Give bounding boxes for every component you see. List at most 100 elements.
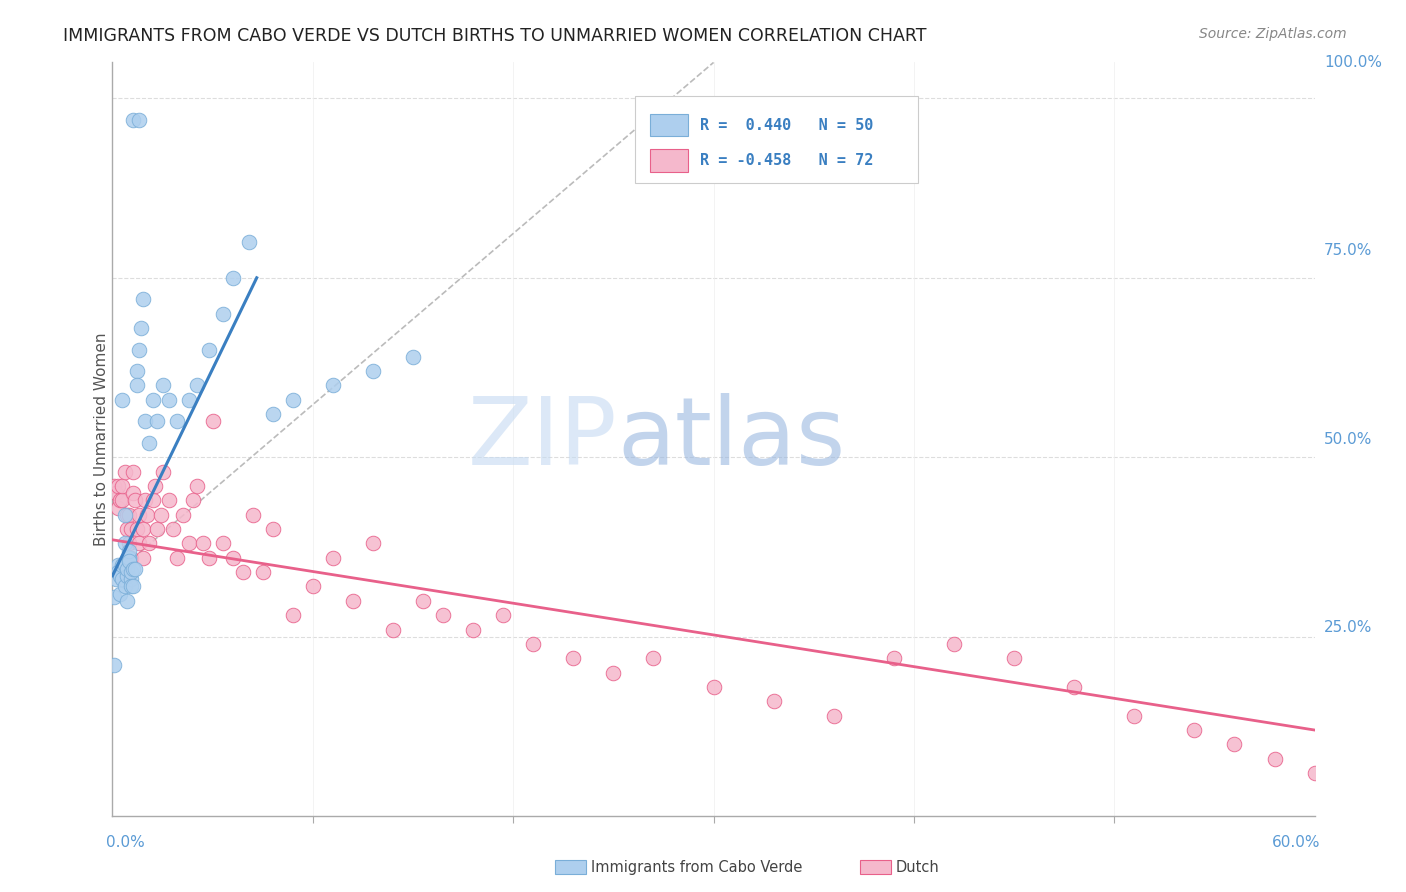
FancyBboxPatch shape xyxy=(636,96,918,183)
Bar xyxy=(650,113,689,136)
Point xyxy=(222,270,245,285)
Point xyxy=(402,350,425,364)
Text: Immigrants from Cabo Verde: Immigrants from Cabo Verde xyxy=(591,860,801,874)
Point xyxy=(262,522,284,536)
Point xyxy=(382,623,405,637)
Point xyxy=(128,508,150,522)
Point xyxy=(562,651,585,665)
Text: 60.0%: 60.0% xyxy=(1272,835,1320,850)
Point xyxy=(111,572,134,586)
Y-axis label: Births to Unmarried Women: Births to Unmarried Women xyxy=(94,333,108,546)
Point xyxy=(120,572,142,586)
Point xyxy=(111,558,134,572)
Point xyxy=(117,536,139,550)
Point xyxy=(602,665,624,680)
Point xyxy=(322,378,344,392)
Point xyxy=(172,508,194,522)
Point xyxy=(107,479,129,493)
Point xyxy=(1063,680,1085,694)
Point xyxy=(115,568,138,582)
Point xyxy=(197,343,219,357)
Text: 75.0%: 75.0% xyxy=(1324,244,1372,259)
Point xyxy=(121,561,143,575)
Point xyxy=(129,321,152,335)
Point xyxy=(1002,651,1025,665)
Text: atlas: atlas xyxy=(617,393,845,485)
Point xyxy=(114,558,136,572)
Point xyxy=(342,594,364,608)
Point xyxy=(322,550,344,565)
Point xyxy=(138,436,160,450)
Point xyxy=(138,536,160,550)
Point xyxy=(103,479,125,493)
Point xyxy=(152,465,174,479)
Point xyxy=(117,508,139,522)
Point xyxy=(162,522,184,536)
Point xyxy=(141,493,165,508)
Point xyxy=(181,493,204,508)
Point xyxy=(177,536,200,550)
Point xyxy=(114,465,136,479)
Point xyxy=(131,550,153,565)
Point xyxy=(211,307,233,321)
Point xyxy=(131,293,153,307)
Point xyxy=(117,550,139,565)
Text: 25.0%: 25.0% xyxy=(1324,620,1372,635)
Point xyxy=(186,378,208,392)
Point xyxy=(302,579,325,593)
Point xyxy=(492,608,515,623)
Point xyxy=(114,508,136,522)
Point xyxy=(115,508,138,522)
Point xyxy=(238,235,260,249)
Point xyxy=(883,651,905,665)
Point xyxy=(103,658,125,673)
Point xyxy=(124,493,146,508)
Point xyxy=(643,651,665,665)
Point xyxy=(201,414,224,428)
Point xyxy=(120,579,142,593)
Point xyxy=(762,694,785,708)
Point xyxy=(128,343,150,357)
Point xyxy=(121,486,143,500)
Point xyxy=(111,479,134,493)
Point xyxy=(1184,723,1206,737)
Point xyxy=(412,594,434,608)
Point xyxy=(943,637,966,651)
Point xyxy=(134,414,156,428)
Point xyxy=(115,594,138,608)
Point xyxy=(103,591,125,605)
Text: R =  0.440   N = 50: R = 0.440 N = 50 xyxy=(700,118,873,133)
Point xyxy=(361,536,384,550)
Point xyxy=(703,680,725,694)
Text: R = -0.458   N = 72: R = -0.458 N = 72 xyxy=(700,153,873,168)
Point xyxy=(131,522,153,536)
Point xyxy=(120,565,142,579)
Point xyxy=(134,493,156,508)
Point xyxy=(1223,738,1246,752)
Point xyxy=(141,392,165,407)
Point xyxy=(121,465,143,479)
Point xyxy=(114,536,136,550)
Point xyxy=(105,486,128,500)
Point xyxy=(121,112,143,127)
Point xyxy=(145,414,167,428)
Point xyxy=(1123,708,1146,723)
Point xyxy=(157,493,180,508)
Point xyxy=(117,543,139,558)
Point xyxy=(242,508,264,522)
Point xyxy=(252,565,274,579)
Point xyxy=(166,550,188,565)
Point xyxy=(105,572,128,586)
Point xyxy=(522,637,544,651)
Point xyxy=(262,407,284,421)
Text: ZIP: ZIP xyxy=(468,393,617,485)
Point xyxy=(110,568,132,582)
Point xyxy=(117,550,139,565)
Point xyxy=(110,587,132,601)
Point xyxy=(125,378,148,392)
Text: IMMIGRANTS FROM CABO VERDE VS DUTCH BIRTHS TO UNMARRIED WOMEN CORRELATION CHART: IMMIGRANTS FROM CABO VERDE VS DUTCH BIRT… xyxy=(63,27,927,45)
Point xyxy=(128,112,150,127)
Text: 100.0%: 100.0% xyxy=(1324,55,1382,70)
Point xyxy=(145,522,167,536)
Point xyxy=(110,493,132,508)
